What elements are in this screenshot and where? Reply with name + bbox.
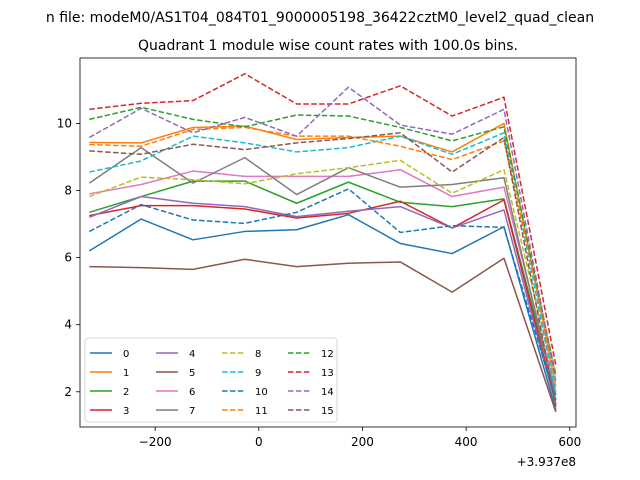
x-axis: −200 0 200 400 600: [139, 427, 581, 449]
series-line-1: [89, 122, 557, 387]
legend-label-4: 4: [189, 349, 195, 360]
legend-label-14: 14: [321, 387, 334, 398]
legend-label-9: 9: [255, 368, 261, 379]
y-tick-label: 2: [64, 385, 72, 399]
x-tick-label: 200: [351, 435, 374, 449]
legend-label-12: 12: [321, 349, 334, 360]
figure-suptitle: n file: modeM0/AS1T04_084T01_9000005198_…: [46, 10, 594, 26]
series-line-14: [88, 86, 557, 382]
series-line-2: [89, 180, 557, 396]
series-line-12: [89, 106, 557, 377]
y-tick-label: 10: [57, 116, 72, 130]
series-line-9: [89, 132, 557, 394]
x-tick-label: 0: [255, 435, 263, 449]
x-tick-label: 600: [558, 435, 581, 449]
series-layer: [88, 73, 557, 413]
legend-label-0: 0: [123, 349, 129, 360]
series-line-13: [89, 73, 557, 366]
y-tick-label: 8: [64, 184, 72, 198]
axes-frame: [79, 57, 577, 428]
legend-label-10: 10: [255, 387, 268, 398]
series-line-8: [89, 159, 557, 386]
legend-label-2: 2: [123, 387, 129, 398]
series-line-4: [89, 195, 557, 406]
series-line-0: [88, 213, 557, 411]
legend-label-6: 6: [189, 387, 195, 398]
legend-label-7: 7: [189, 406, 195, 417]
y-axis: 2 4 6 8 10: [57, 116, 80, 399]
legend-label-5: 5: [189, 368, 195, 379]
series-line-5: [89, 257, 557, 413]
legend-label-8: 8: [255, 349, 261, 360]
legend-label-3: 3: [123, 406, 129, 417]
x-tick-label: 400: [455, 435, 478, 449]
x-offset-label: +3.937e8: [517, 455, 576, 469]
chart-title: Quadrant 1 module wise count rates with …: [138, 38, 518, 54]
y-tick-label: 4: [64, 318, 72, 332]
series-line-10: [88, 188, 557, 401]
legend-box: [84, 337, 338, 423]
series-line-11: [89, 126, 557, 374]
legend-label-15: 15: [321, 406, 334, 417]
x-tick-label: −200: [139, 435, 172, 449]
legend-label-13: 13: [321, 368, 334, 379]
legend-label-11: 11: [255, 406, 268, 417]
legend-label-1: 1: [123, 368, 129, 379]
series-line-3: [89, 199, 557, 404]
y-tick-label: 6: [64, 251, 72, 265]
